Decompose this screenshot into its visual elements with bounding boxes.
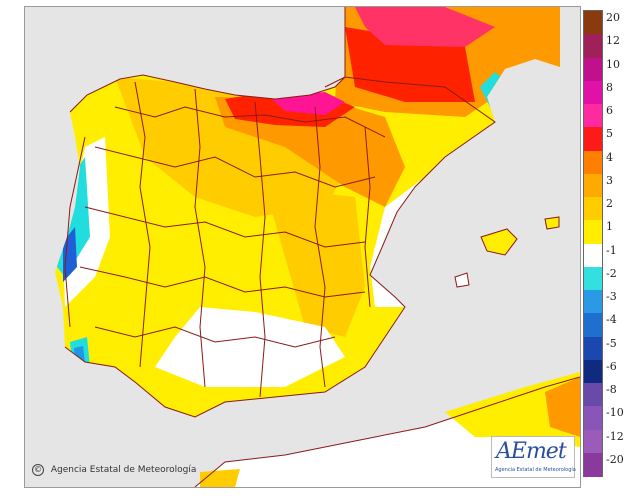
legend-tick-label: -1 <box>606 243 617 257</box>
legend-tick-label: -3 <box>606 290 617 303</box>
legend-tick-label: 2 <box>606 197 613 210</box>
legend-swatch <box>584 359 602 384</box>
legend-tick-label: -10 <box>606 406 624 420</box>
legend-swatch <box>584 127 602 151</box>
gulf-lion-cold <box>480 72 503 107</box>
legend-tick-label: -4 <box>606 313 617 327</box>
legend-swatch <box>584 220 602 244</box>
legend-swatch <box>584 57 602 82</box>
north-africa <box>195 377 580 487</box>
credit-text: Agencia Estatal de Meteorología <box>50 465 197 475</box>
legend-swatch <box>584 173 602 198</box>
legend-tick-label: 10 <box>606 57 620 71</box>
legend-swatch <box>584 406 602 430</box>
morocco-anomaly <box>200 469 240 487</box>
legend-swatch <box>584 197 602 221</box>
legend-swatch <box>584 80 602 105</box>
aemet-logo: AEmet Agencia Estatal de Meteorología <box>491 436 576 478</box>
map-svg <box>25 7 580 487</box>
copyright-icon: © <box>32 464 44 476</box>
legend-swatch <box>584 429 602 454</box>
legend-swatch <box>584 34 602 58</box>
legend-tick-label: -6 <box>606 359 617 373</box>
algeria-warm-core <box>545 377 580 437</box>
legend-tick-label: 12 <box>606 34 620 48</box>
legend-swatch <box>584 383 602 407</box>
mallorca <box>481 229 517 255</box>
color-legend <box>583 10 603 477</box>
legend-tick-label: 1 <box>606 220 613 234</box>
legend-tick-label: -5 <box>606 336 617 350</box>
algeria-anomaly <box>445 372 580 447</box>
legend-tick-label: -20 <box>606 452 624 466</box>
logo-subtitle: Agencia Estatal de Meteorología <box>495 467 576 473</box>
menorca <box>545 217 559 229</box>
legend-tick-label: 8 <box>606 80 613 94</box>
legend-tick-label: 4 <box>606 150 613 164</box>
legend-swatch <box>584 11 602 35</box>
ebro-anomaly <box>215 97 405 207</box>
copyright-credit: © Agencia Estatal de Meteorología <box>32 464 196 476</box>
legend-swatch <box>584 452 602 477</box>
andalusia-neutral <box>155 307 345 387</box>
legend-tick-label: 3 <box>606 173 613 187</box>
central-east-anomaly <box>265 187 365 337</box>
legend-tick-label: -8 <box>606 383 617 396</box>
portugal-west-cold-core <box>63 227 77 282</box>
legend-tick-label: 5 <box>606 127 613 141</box>
southwest-france-anomaly <box>355 7 495 47</box>
legend-swatch <box>584 266 602 291</box>
legend-tick-label: -2 <box>606 266 617 280</box>
legend-tick-label: -12 <box>606 429 624 443</box>
legend-tick-label: 20 <box>606 11 620 24</box>
legend-swatch <box>584 290 602 314</box>
legend-swatch <box>584 150 602 175</box>
legend-swatch <box>584 336 602 361</box>
ibiza <box>455 273 469 287</box>
anomaly-map <box>24 6 581 488</box>
province-borders <box>64 7 580 487</box>
legend-swatch <box>584 104 602 128</box>
legend-swatch <box>584 313 602 337</box>
logo-wordmark: AEmet <box>496 439 567 464</box>
legend-tick-label: 6 <box>606 104 613 117</box>
legend-swatch <box>584 243 602 268</box>
